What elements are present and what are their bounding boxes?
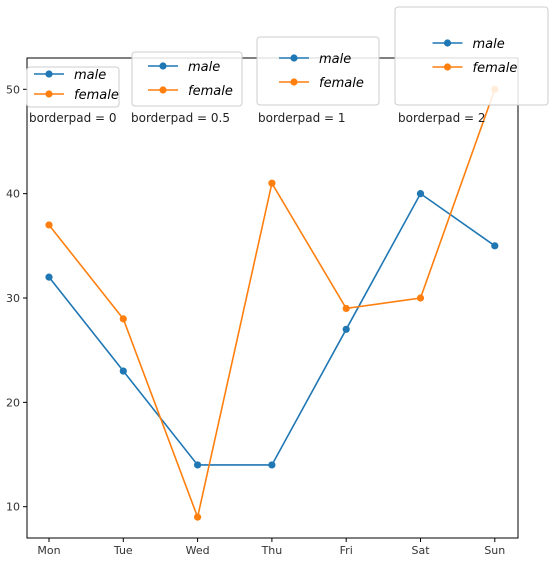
legend-label-female: female <box>74 88 119 103</box>
x-tick-label: Sat <box>411 544 430 557</box>
data-point-male <box>194 461 202 469</box>
legend-label-male: male <box>74 68 106 83</box>
data-point-male <box>119 367 127 375</box>
legend-marker-male <box>159 62 167 70</box>
legend-box <box>256 36 380 106</box>
data-point-male <box>416 190 425 198</box>
x-tick-label: Thu <box>261 544 283 557</box>
y-tick-label: 20 <box>6 396 20 409</box>
x-tick-label: Sun <box>484 544 505 557</box>
data-point-female <box>45 221 53 229</box>
data-point-male <box>342 325 350 333</box>
legend-label-male: male <box>319 52 351 67</box>
series-male <box>45 190 499 469</box>
data-point-male <box>45 273 53 281</box>
legend-1: male female borderpad = 0 <box>26 66 120 125</box>
legend-caption: borderpad = 1 <box>258 111 346 125</box>
plot-area <box>26 57 519 539</box>
data-point-female <box>119 315 127 323</box>
legend-4: male female borderpad = 2 <box>394 6 549 125</box>
legend-marker-female <box>443 63 452 71</box>
legend-box <box>394 6 549 106</box>
data-point-male <box>268 461 276 469</box>
legend-caption: borderpad = 0 <box>29 111 117 125</box>
x-tick-label: Fri <box>340 544 353 557</box>
y-tick-label: 50 <box>6 83 20 96</box>
data-point-female <box>416 294 425 302</box>
legend-marker-female <box>45 90 53 98</box>
legend-2: male female borderpad = 0.5 <box>131 51 243 125</box>
y-tick-label: 40 <box>6 188 20 201</box>
legend-3: male female borderpad = 1 <box>256 36 380 125</box>
series-layer <box>45 85 499 521</box>
legend-layer: male female borderpad = 0 male female borderp… <box>26 6 549 125</box>
legend-label-male: male <box>188 60 220 75</box>
legend-marker-female <box>159 86 167 94</box>
legend-marker-male <box>290 54 298 62</box>
x-tick-label: Tue <box>113 544 133 557</box>
x-tick-label: Wed <box>186 544 210 557</box>
y-tick-label: 30 <box>6 292 20 305</box>
legend-label-female: female <box>319 76 364 91</box>
legend-caption: borderpad = 2 <box>398 111 486 125</box>
legend-caption: borderpad = 0.5 <box>131 111 230 125</box>
legend-marker-female <box>290 78 298 86</box>
legend-marker-male <box>443 39 452 47</box>
legend-label-female: female <box>473 61 518 76</box>
data-point-female <box>268 179 276 187</box>
data-point-female <box>194 513 202 521</box>
legend-label-male: male <box>473 37 505 52</box>
legend-marker-male <box>45 70 53 78</box>
x-tick-label: Mon <box>37 544 60 557</box>
legend-label-female: female <box>188 84 233 99</box>
data-point-female <box>342 304 350 313</box>
y-tick-label: 10 <box>6 501 20 514</box>
y-axis: 10 20 30 40 50 <box>6 83 27 514</box>
x-axis: Mon Tue Wed Thu Fri Sat Sun <box>37 538 505 557</box>
data-point-male <box>491 242 499 250</box>
